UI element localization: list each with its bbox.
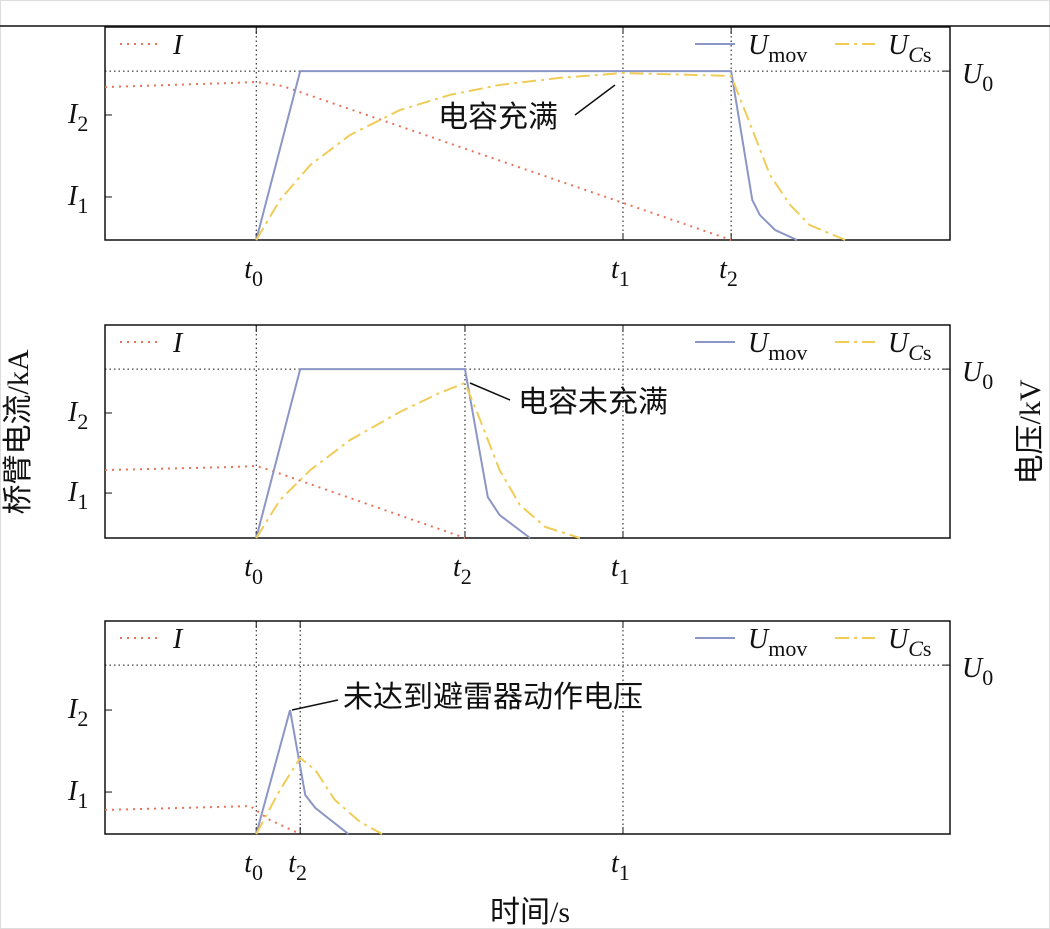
annotation-leader bbox=[469, 382, 511, 401]
y2-tick-label: U0 bbox=[962, 357, 993, 394]
x-tick-label: t1 bbox=[611, 254, 630, 291]
y-tick-label: I2 bbox=[67, 694, 88, 731]
legend-label: I bbox=[172, 624, 184, 655]
legend-label: UCs bbox=[888, 624, 931, 661]
annotation: 电容充满 bbox=[438, 101, 558, 134]
x-tick-label: t0 bbox=[244, 254, 263, 291]
series-line bbox=[104, 465, 466, 539]
x-tick-label: t2 bbox=[453, 552, 472, 589]
y-tick-label: I2 bbox=[67, 397, 88, 434]
annotation: 未达到避雷器动作电压 bbox=[343, 681, 643, 714]
series-line bbox=[104, 80, 732, 241]
y-tick-label: I1 bbox=[67, 181, 88, 218]
x-axis-label: 时间/s bbox=[490, 896, 570, 929]
y-tick-label: I1 bbox=[67, 477, 88, 514]
legend-label: UCs bbox=[888, 30, 931, 67]
annotation: 电容未充满 bbox=[518, 386, 668, 419]
y2-axis-label: 电压/kV bbox=[1014, 379, 1047, 484]
annotation-leader bbox=[574, 84, 616, 116]
legend-label: I bbox=[172, 328, 184, 359]
x-tick-label: t2 bbox=[719, 254, 738, 291]
annotation-leader bbox=[291, 699, 339, 711]
y-tick-label: I2 bbox=[67, 99, 88, 136]
plot-frame bbox=[104, 26, 951, 241]
y2-tick-label: U0 bbox=[962, 653, 993, 690]
series-line bbox=[255, 381, 581, 539]
legend-label: UCs bbox=[888, 328, 931, 365]
x-tick-label: t0 bbox=[244, 848, 263, 885]
y2-tick-label: U0 bbox=[962, 59, 993, 96]
series-line bbox=[255, 709, 349, 835]
plot-frame bbox=[104, 324, 951, 539]
series-line bbox=[255, 72, 846, 241]
plot-frame bbox=[104, 620, 951, 835]
y-tick-label: I1 bbox=[67, 776, 88, 813]
y-axis-label: 桥臂电流/kA bbox=[2, 349, 35, 514]
legend-label: Umov bbox=[748, 30, 807, 67]
x-tick-label: t0 bbox=[244, 552, 263, 589]
x-tick-label: t1 bbox=[611, 848, 630, 885]
legend-label: I bbox=[172, 30, 184, 61]
legend-label: Umov bbox=[748, 624, 807, 661]
series-line bbox=[104, 805, 301, 835]
legend-label: Umov bbox=[748, 328, 807, 365]
series-line bbox=[255, 368, 531, 539]
x-tick-label: t2 bbox=[288, 848, 307, 885]
series-line bbox=[255, 70, 798, 241]
x-tick-label: t1 bbox=[611, 552, 630, 589]
